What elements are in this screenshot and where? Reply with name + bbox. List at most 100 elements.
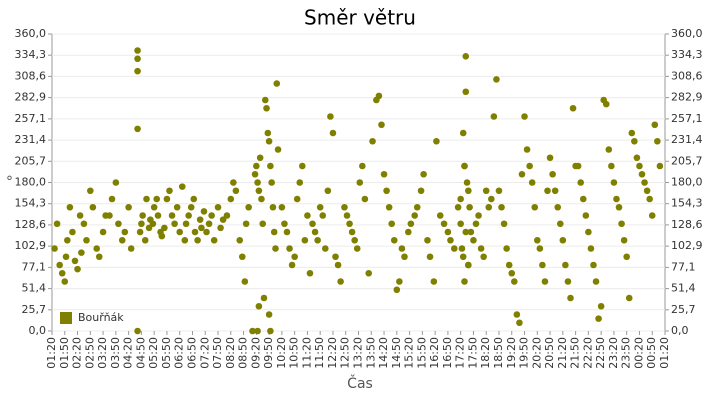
point: [89, 203, 97, 211]
y-tick-label: 257,1: [15, 112, 47, 125]
point: [245, 203, 252, 211]
y2-tick-label: 0,0: [671, 324, 689, 337]
x-tick-label: 02:50: [83, 337, 96, 369]
y-tick-label: 0,0: [29, 324, 47, 337]
x-tick-label: 18:50: [492, 337, 505, 369]
point: [53, 220, 61, 228]
point: [327, 113, 334, 120]
y-tick-label: 205,7: [15, 154, 47, 167]
point: [112, 179, 120, 186]
point: [541, 278, 549, 285]
point: [241, 278, 249, 285]
point: [62, 253, 70, 261]
point: [288, 261, 296, 269]
point: [638, 170, 646, 178]
point: [136, 228, 144, 236]
point: [505, 261, 513, 269]
point: [121, 228, 129, 236]
point: [500, 220, 508, 228]
point: [602, 100, 610, 108]
x-tick-label: 23:20: [607, 337, 620, 369]
point: [574, 162, 582, 170]
point: [477, 245, 485, 252]
point: [134, 47, 141, 54]
point: [255, 187, 263, 195]
x-tick-label: 17:50: [466, 337, 479, 369]
point: [398, 245, 406, 252]
point: [191, 228, 199, 236]
point: [251, 170, 259, 178]
x-tick-label: 05:50: [160, 337, 173, 369]
y2-tick-label: 231,4: [671, 133, 703, 146]
point: [66, 203, 74, 211]
point: [316, 203, 324, 211]
y-tick-label: 334,3: [15, 48, 47, 61]
point: [636, 162, 643, 170]
point: [605, 146, 613, 153]
point: [78, 249, 85, 256]
point: [187, 203, 195, 211]
point: [646, 195, 653, 203]
point: [141, 236, 149, 244]
y-tick-label: 51,4: [22, 282, 47, 295]
point: [577, 179, 585, 186]
point: [83, 236, 90, 244]
x-tick-label: 07:50: [211, 337, 224, 369]
point: [87, 187, 94, 195]
point: [265, 311, 273, 318]
point: [462, 228, 470, 236]
point: [263, 104, 270, 112]
point: [238, 253, 246, 261]
point: [465, 187, 472, 195]
point: [462, 52, 470, 60]
point: [346, 220, 353, 228]
point: [365, 269, 373, 277]
point: [343, 212, 351, 219]
point: [554, 203, 562, 211]
point: [539, 261, 546, 269]
point: [232, 187, 240, 195]
point: [283, 228, 291, 236]
point: [462, 88, 470, 96]
point: [424, 236, 431, 244]
point: [309, 220, 316, 228]
x-tick-label: 07:20: [198, 337, 211, 369]
point: [261, 96, 269, 104]
point: [656, 162, 664, 170]
point: [480, 253, 487, 261]
point: [168, 212, 176, 219]
x-tick-label: 06:20: [173, 337, 186, 369]
point: [138, 220, 145, 228]
point: [585, 228, 592, 236]
point: [569, 104, 577, 112]
point: [108, 195, 116, 203]
y2-tick-label: 77,1: [671, 260, 696, 273]
point: [118, 236, 126, 244]
x-tick-label: 10:50: [288, 337, 301, 369]
point: [493, 76, 500, 83]
y2-tick-label: 180,0: [671, 176, 703, 189]
x-tick-label: 00:20: [632, 337, 645, 369]
point: [182, 220, 190, 228]
point: [314, 236, 321, 244]
x-tick-label: 01:20: [658, 337, 671, 369]
point: [475, 212, 482, 219]
y-tick-label: 128,6: [15, 218, 47, 231]
point: [385, 203, 393, 211]
y-tick-label: 360,0: [15, 27, 47, 40]
x-tick-label: 21:20: [556, 337, 569, 369]
point: [544, 187, 551, 195]
point: [463, 179, 471, 186]
point: [281, 220, 288, 228]
x-tick-label: 11:50: [313, 337, 326, 369]
chart-title: Směr větru: [304, 6, 416, 30]
point: [268, 179, 275, 186]
point: [633, 154, 641, 162]
x-tick-label: 08:20: [224, 337, 237, 369]
point: [242, 220, 250, 228]
point: [628, 129, 636, 137]
point: [210, 236, 218, 244]
point: [76, 212, 84, 219]
x-tick-label: 01:20: [45, 337, 58, 369]
point: [208, 212, 215, 219]
